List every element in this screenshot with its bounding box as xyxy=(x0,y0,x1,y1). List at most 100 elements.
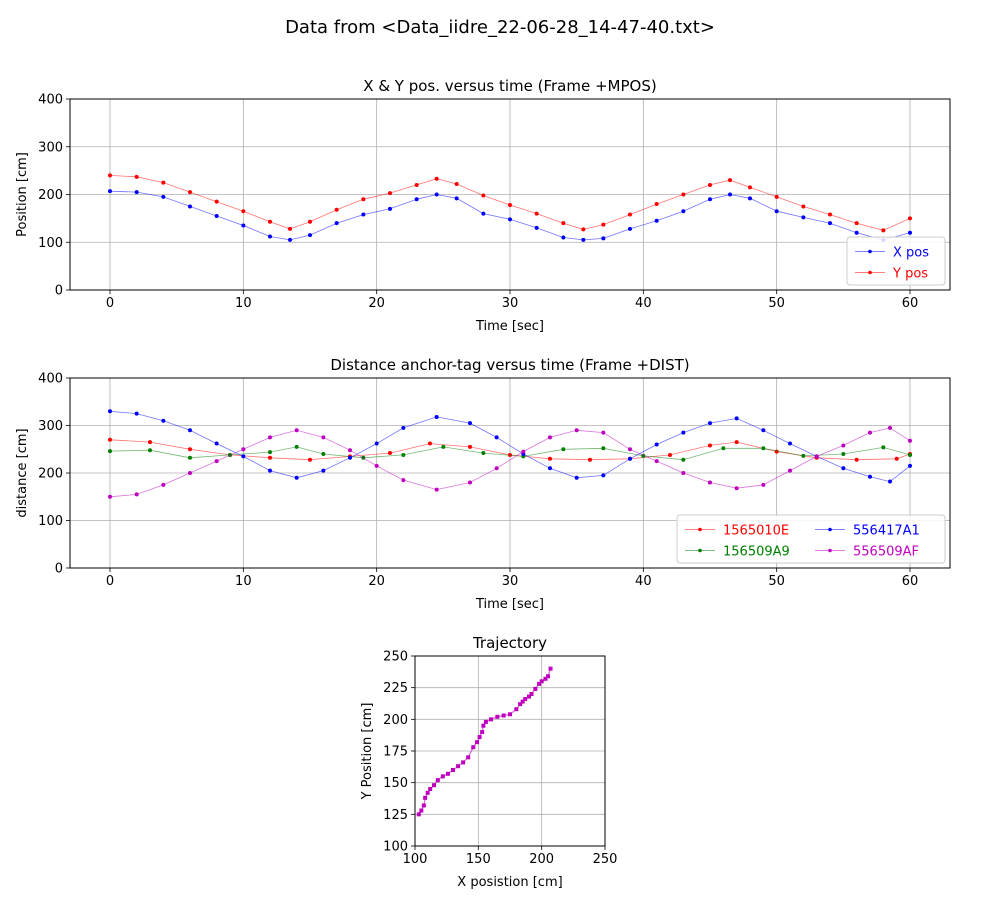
data-point xyxy=(881,445,886,450)
legend: 1565010E 156509A9 556417A1 556509AF xyxy=(676,514,946,564)
data-point xyxy=(268,455,272,460)
figure-title: Data from <Data_iidre_22-06-28_14-47-40.… xyxy=(285,17,715,38)
data-point xyxy=(828,212,832,217)
data-point xyxy=(428,787,433,791)
data-point xyxy=(581,227,586,232)
data-point xyxy=(416,812,421,817)
data-point xyxy=(514,707,519,712)
legend-marker xyxy=(698,527,702,532)
data-point xyxy=(241,209,246,214)
y-tick-label: 0 xyxy=(55,284,63,299)
y-tick-label: 100 xyxy=(38,514,63,529)
data-point xyxy=(161,418,166,423)
data-point xyxy=(561,447,566,452)
data-point xyxy=(108,437,112,442)
y-tick-label: 300 xyxy=(38,419,63,434)
data-point xyxy=(774,194,779,199)
data-point xyxy=(388,206,392,211)
y-tick-label: 400 xyxy=(38,93,63,108)
data-point xyxy=(466,755,471,760)
y-tick-label: 300 xyxy=(38,140,63,155)
data-point xyxy=(481,211,486,216)
legend-marker xyxy=(828,548,832,553)
data-point xyxy=(461,760,466,765)
data-point xyxy=(574,475,579,480)
data-point xyxy=(268,234,272,239)
data-point xyxy=(348,448,352,453)
data-point xyxy=(574,428,579,433)
data-point xyxy=(546,674,550,679)
y-tick-label: 200 xyxy=(38,188,63,203)
data-point xyxy=(241,447,246,452)
data-point xyxy=(161,180,166,185)
data-point xyxy=(108,494,112,499)
data-point xyxy=(721,446,726,451)
data-point xyxy=(543,676,548,681)
x-tick-label: 30 xyxy=(502,296,519,311)
data-point xyxy=(214,441,219,446)
legend-label: 156509A9 xyxy=(723,545,790,560)
y-axis-label: Y Position [cm] xyxy=(360,703,375,801)
data-point xyxy=(148,448,152,453)
legend-label: 556509AF xyxy=(853,545,919,560)
y-tick-label: 150 xyxy=(383,776,408,791)
data-point xyxy=(494,435,499,440)
data-point xyxy=(654,202,659,207)
data-point xyxy=(475,740,480,745)
data-point xyxy=(828,221,832,226)
data-point xyxy=(801,215,806,220)
data-point xyxy=(161,194,166,199)
data-point xyxy=(841,443,846,448)
x-tick-label: 40 xyxy=(635,296,652,311)
data-point xyxy=(308,457,312,462)
data-point xyxy=(841,452,846,456)
x-tick-label: 150 xyxy=(466,852,491,867)
data-point xyxy=(401,478,406,483)
data-point xyxy=(548,435,552,440)
data-point xyxy=(241,454,246,459)
x-tick-label: 100 xyxy=(403,852,428,867)
x-tick-label: 250 xyxy=(593,852,618,867)
data-point xyxy=(468,444,472,449)
x-tick-label: 50 xyxy=(768,574,785,589)
data-point xyxy=(681,457,686,462)
data-point xyxy=(308,233,312,238)
data-point xyxy=(374,441,379,446)
x-tick-label: 50 xyxy=(768,296,785,311)
data-point xyxy=(471,745,476,750)
data-point xyxy=(321,435,326,440)
data-point xyxy=(388,451,392,456)
data-point xyxy=(188,447,192,452)
data-point xyxy=(451,768,455,772)
data-point xyxy=(734,416,739,421)
data-point xyxy=(508,203,512,208)
data-point xyxy=(401,425,406,430)
data-point xyxy=(734,440,739,445)
y-tick-label: 125 xyxy=(383,808,408,823)
data-point xyxy=(483,719,488,724)
data-point xyxy=(708,443,712,448)
data-point xyxy=(761,428,766,433)
data-point xyxy=(188,455,192,460)
data-point xyxy=(520,699,525,704)
legend-label: Y pos xyxy=(892,267,928,282)
data-point xyxy=(548,456,552,461)
data-point xyxy=(841,466,846,471)
data-point xyxy=(561,221,566,226)
data-point xyxy=(533,686,538,691)
data-point xyxy=(761,482,766,487)
x-tick-label: 30 xyxy=(502,574,519,589)
position-chart: 0 10 20 30 40 50 60 0 100 200 300 400 X & Y pos. ver… xyxy=(15,77,951,334)
x-tick-label: 20 xyxy=(368,574,385,589)
data-point xyxy=(668,452,672,457)
data-point xyxy=(888,479,892,484)
y-tick-label: 400 xyxy=(38,372,63,387)
data-point xyxy=(728,192,732,197)
data-point xyxy=(708,480,712,485)
data-point xyxy=(728,178,732,183)
x-axis-label: X posistion [cm] xyxy=(457,875,562,890)
data-point xyxy=(495,714,500,719)
data-point xyxy=(681,192,686,197)
x-axis-label: Time [sec] xyxy=(475,319,544,334)
